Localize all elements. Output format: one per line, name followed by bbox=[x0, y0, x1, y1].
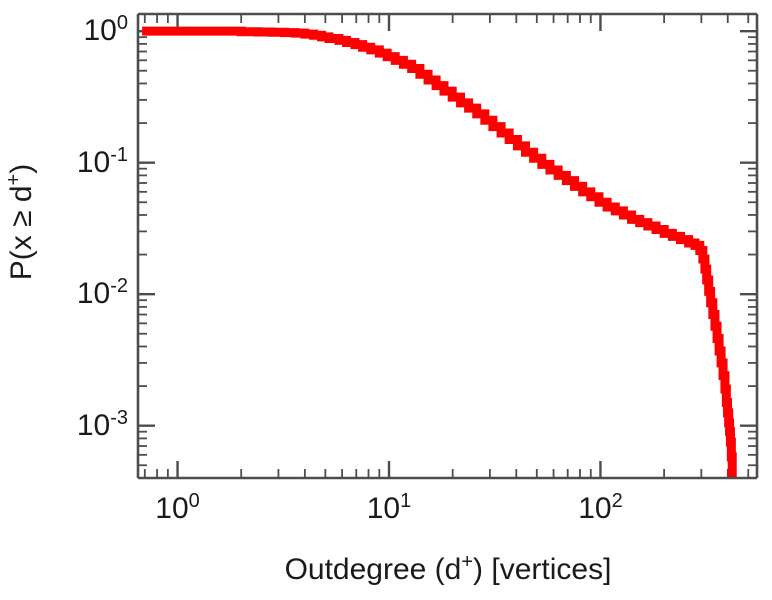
y-axis-label: P(x ≥ d+) bbox=[3, 122, 39, 322]
x-tick-label: 100 bbox=[155, 490, 200, 525]
y-axis-label-tail: ) bbox=[5, 163, 38, 174]
y-tick-exponent: -3 bbox=[110, 406, 128, 429]
y-axis-label-main: P(x ≥ d bbox=[5, 185, 38, 281]
x-tick-label: 101 bbox=[366, 490, 412, 525]
y-tick-mantissa: 10 bbox=[76, 145, 111, 179]
x-tick-exponent: 1 bbox=[400, 490, 412, 512]
y-tick-label: 10-3 bbox=[76, 406, 128, 443]
y-tick-exponent: -1 bbox=[110, 143, 128, 166]
y-tick-mantissa: 10 bbox=[76, 408, 111, 442]
x-axis-label-tail: ) [vertices] bbox=[473, 553, 612, 586]
y-tick-mantissa: 10 bbox=[76, 277, 111, 311]
x-tick-mantissa: 10 bbox=[578, 492, 612, 525]
x-tick-label: 102 bbox=[578, 490, 623, 525]
x-tick-mantissa: 10 bbox=[155, 492, 189, 525]
y-tick-mantissa: 10 bbox=[83, 14, 117, 48]
y-tick-exponent: 0 bbox=[116, 12, 128, 35]
x-axis-label-superscript: + bbox=[461, 551, 474, 573]
y-axis-label-superscript: + bbox=[3, 173, 25, 186]
y-tick-label: 10-1 bbox=[76, 143, 128, 180]
x-tick-exponent: 2 bbox=[611, 490, 623, 512]
data-series-line bbox=[142, 26, 737, 478]
x-axis-label: Outdegree (d+) [vertices] bbox=[138, 551, 758, 587]
x-axis-label-main: Outdegree (d bbox=[284, 553, 462, 586]
x-tick-exponent: 0 bbox=[188, 490, 200, 512]
y-tick-exponent: -2 bbox=[110, 275, 128, 298]
x-tick-mantissa: 10 bbox=[366, 492, 401, 525]
y-tick-label: 10-2 bbox=[76, 275, 128, 311]
y-tick-label: 100 bbox=[83, 12, 129, 48]
